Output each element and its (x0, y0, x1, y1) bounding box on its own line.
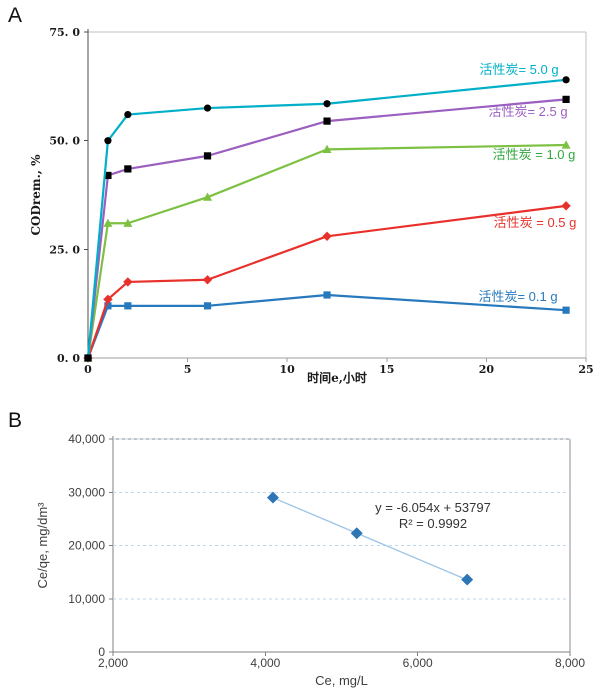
chartB-trendline (269, 495, 472, 583)
chartA-data-point (322, 231, 332, 241)
chartA-y-tick-label: 0. 0 (57, 352, 80, 365)
chartB-x-tick-label: 8,000 (555, 656, 585, 670)
chartA-x-axis-label: 时间e,小时 (307, 370, 367, 385)
chartA-data-point (561, 140, 571, 149)
chartA-data-point (123, 277, 133, 287)
chartB-x-tick-label: 6,000 (403, 656, 433, 670)
chartA-data-point (562, 95, 570, 103)
chartB-data-point (461, 573, 474, 586)
chartA-data-point (103, 218, 113, 227)
chartA-legend-label: 活性炭 = 1.0 g (493, 147, 576, 162)
chartA-data-point (322, 144, 332, 153)
chartA-y-tick-label: 25. 0 (49, 243, 80, 256)
chartA-x-tick-label: 25 (578, 363, 593, 376)
chartB-equation-label: y = -6.054x + 53797 (375, 500, 491, 515)
chartB-y-tick-label: 40,000 (68, 432, 105, 446)
chartB-y-tick-label: 30,000 (68, 485, 105, 499)
chartA-legend-label: 活性炭= 0.1 g (478, 289, 557, 304)
chartA-data-point (203, 104, 212, 112)
chartA-data-point (562, 76, 570, 84)
chartA-data-point (203, 302, 212, 310)
chartA-y-tick-label: 75. 0 (49, 26, 80, 39)
chartA-data-point (323, 291, 331, 299)
chartA-x-tick-label: 20 (479, 363, 495, 376)
chartA-x-tick-label: 5 (184, 363, 192, 376)
chartA-legend-label: 活性炭= 5.0 g (479, 62, 558, 77)
chartA-series-line-4 (86, 78, 568, 360)
chartA-series-line-2 (86, 143, 568, 360)
chartA-data-point (203, 152, 212, 160)
chartA-x-tick-label: 0 (84, 363, 92, 376)
chartA-y-axis-label: CODrem., % (29, 154, 43, 236)
chartA-data-point (562, 306, 570, 314)
chartB-y-tick-label: 20,000 (68, 539, 105, 553)
chartB-data-point (350, 527, 363, 540)
chartA-data-point (561, 201, 571, 211)
panel-b-label: B (8, 409, 23, 432)
chartA-data-point (323, 100, 331, 108)
chartA-series-line-1 (86, 204, 568, 360)
chartA-y-tick-label: 50. 0 (49, 135, 80, 148)
chartA-series-line-3 (86, 98, 568, 360)
chartA-x-tick-label: 15 (379, 363, 394, 376)
chartA-data-point (104, 302, 112, 310)
chartA-legend-label: 活性炭 = 0.5 g (494, 215, 577, 230)
chartA-data-point (124, 302, 132, 310)
chartB-y-tick-label: 0 (98, 645, 105, 659)
chartA-x-tick-label: 10 (280, 363, 296, 376)
chartB-x-tick-label: 4,000 (250, 656, 280, 670)
chartA-data-point (124, 110, 132, 119)
chartA-series-line-0 (86, 293, 568, 360)
chartA-legend-label: 活性炭= 2.5 g (488, 104, 567, 119)
chartA-data-point (202, 275, 213, 285)
chartA-data-point (104, 137, 112, 145)
chartA-data-point (323, 117, 331, 125)
chartB-x-axis-label: Ce, mg/L (315, 673, 368, 688)
chartB-y-tick-label: 10,000 (68, 592, 105, 606)
chartB-y-axis-label: Ce/qe, mg/dm³ (35, 502, 50, 589)
chartA-data-point (123, 218, 133, 227)
chartB-r-squared-label: R² = 0.9992 (399, 516, 467, 531)
chartA-data-point (203, 192, 213, 201)
chartB-x-tick-label: 2,000 (98, 656, 128, 670)
chartA-data-point (84, 354, 92, 362)
chartA-data-point (103, 294, 113, 304)
panel-a-label: A (8, 4, 23, 27)
chartB-data-point (266, 491, 279, 504)
chartA-data-point (104, 171, 112, 180)
chartA-data-point (124, 165, 132, 173)
